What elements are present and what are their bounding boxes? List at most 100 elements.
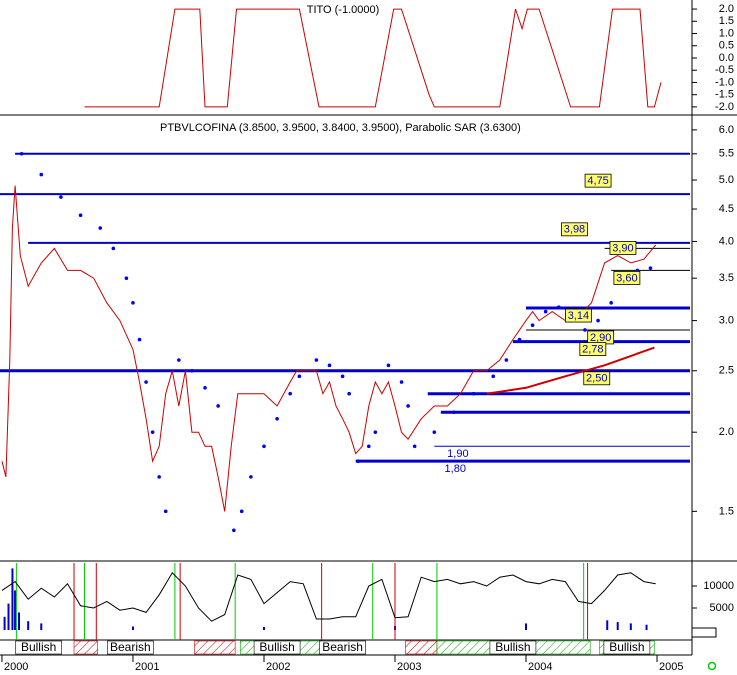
sar-dot bbox=[609, 301, 613, 305]
sar-dot bbox=[471, 391, 476, 396]
y-tick-label: -2.0 bbox=[715, 101, 734, 113]
y-tick-label: -1.5 bbox=[715, 89, 734, 101]
sar-dot bbox=[39, 172, 44, 177]
sar-dot bbox=[596, 318, 600, 323]
sar-dot bbox=[239, 509, 244, 514]
price-line bbox=[486, 346, 655, 395]
sar-dot bbox=[190, 368, 194, 373]
annotation-box bbox=[613, 271, 641, 285]
sar-dot bbox=[583, 328, 587, 332]
indicator-title: TITO (-1.0000) bbox=[307, 4, 380, 16]
regime-label: Bearish bbox=[110, 640, 151, 654]
sar-dot bbox=[78, 213, 83, 218]
indicator-line bbox=[1, 571, 656, 622]
sar-dot bbox=[19, 152, 24, 156]
sar-dot bbox=[517, 337, 522, 342]
y-tick-label: 5.5 bbox=[719, 148, 734, 160]
regime-label-box bbox=[603, 640, 651, 655]
regime-label: Bullish bbox=[21, 640, 56, 654]
regime-label: Bullish bbox=[609, 640, 644, 654]
y-tick-label: 0.0 bbox=[719, 52, 734, 64]
y-tick-label: 1.0 bbox=[719, 27, 734, 39]
annotation-box bbox=[584, 173, 612, 188]
volume-bar bbox=[616, 622, 619, 631]
annotation-label: 2,50 bbox=[586, 373, 607, 385]
annotation-label: 3,90 bbox=[612, 242, 633, 254]
sar-dot bbox=[356, 459, 361, 463]
y-tick-label: 4.0 bbox=[719, 235, 734, 247]
regime-label-box bbox=[253, 640, 301, 655]
y-tick-label: 4.5 bbox=[719, 203, 734, 215]
sar-dot bbox=[157, 475, 161, 479]
volume-bar bbox=[525, 623, 528, 631]
annotation-label: 3,60 bbox=[616, 272, 637, 284]
price-title: PTBVLCOFINA (3.8500, 3.9500, 3.8400, 3.9… bbox=[160, 122, 521, 134]
x-tick-label: 2003 bbox=[397, 661, 421, 673]
sar-dot bbox=[124, 276, 129, 280]
sar-dot bbox=[275, 416, 279, 421]
sar-dot bbox=[491, 374, 496, 379]
regime-label-box bbox=[15, 640, 62, 655]
sar-dot bbox=[144, 380, 148, 384]
regime-label-box bbox=[107, 640, 154, 655]
sar-dot bbox=[327, 363, 332, 368]
indicator-line bbox=[84, 8, 662, 108]
annotation-label: 2,90 bbox=[590, 332, 611, 344]
y-tick-label: 0.5 bbox=[719, 40, 734, 52]
annotation-box bbox=[561, 222, 588, 237]
regime-label-box bbox=[489, 640, 537, 655]
volume-bar bbox=[27, 621, 30, 631]
status-dot bbox=[707, 661, 717, 671]
scale-box bbox=[691, 627, 717, 638]
regime-label-box bbox=[319, 640, 366, 655]
y-tick-label: -0.5 bbox=[715, 64, 734, 76]
y-tick-label: 10000 bbox=[703, 580, 734, 592]
sar-dot bbox=[203, 386, 207, 390]
sar-dot bbox=[432, 430, 437, 434]
annotation-label: 2,78 bbox=[582, 343, 603, 355]
x-tick-label: 2002 bbox=[266, 661, 290, 673]
sar-dot bbox=[648, 266, 653, 270]
y-tick-label: 5.0 bbox=[719, 174, 734, 186]
sar-dot bbox=[386, 363, 391, 368]
sar-dot bbox=[366, 444, 371, 449]
regime-label: Bullish bbox=[259, 640, 294, 654]
sar-dot bbox=[399, 380, 404, 384]
sar-dot bbox=[216, 404, 220, 408]
regime-label: Bullish bbox=[495, 640, 530, 654]
x-tick-label: 2001 bbox=[135, 661, 159, 673]
y-tick-label: 3.0 bbox=[719, 315, 734, 327]
annotation-label: 1,90 bbox=[447, 448, 468, 460]
y-tick-label: 1.5 bbox=[719, 505, 734, 517]
regime-label: Bearish bbox=[322, 640, 363, 654]
sar-dot bbox=[543, 309, 548, 314]
annotation-label: 3,98 bbox=[564, 224, 585, 236]
sar-dot bbox=[111, 246, 116, 251]
y-tick-label: 5000 bbox=[710, 602, 734, 614]
sar-dot bbox=[232, 528, 236, 533]
sar-dot bbox=[59, 195, 63, 199]
volume-bar bbox=[3, 616, 6, 631]
volume-bar bbox=[629, 623, 632, 631]
price-line bbox=[1, 185, 657, 512]
sar-dot bbox=[288, 391, 292, 396]
sar-dot bbox=[297, 374, 302, 379]
sar-dot bbox=[530, 323, 535, 328]
y-tick-label: 2.0 bbox=[719, 3, 734, 15]
volume-bar bbox=[7, 603, 10, 631]
y-tick-label: 2.5 bbox=[719, 365, 734, 377]
regime-band bbox=[194, 640, 236, 655]
annotation-label: 1,80 bbox=[445, 463, 466, 475]
regime-band bbox=[405, 640, 438, 655]
sar-dot bbox=[556, 305, 561, 309]
volume-bar bbox=[40, 623, 43, 631]
y-tick-label: -1.0 bbox=[715, 76, 734, 88]
y-tick-label: 1.5 bbox=[719, 15, 734, 27]
y-tick-label: 3.5 bbox=[719, 272, 734, 284]
volume-bar bbox=[14, 590, 17, 631]
volume-bar bbox=[17, 612, 20, 631]
regime-band bbox=[73, 640, 98, 655]
sar-dot bbox=[131, 301, 135, 305]
